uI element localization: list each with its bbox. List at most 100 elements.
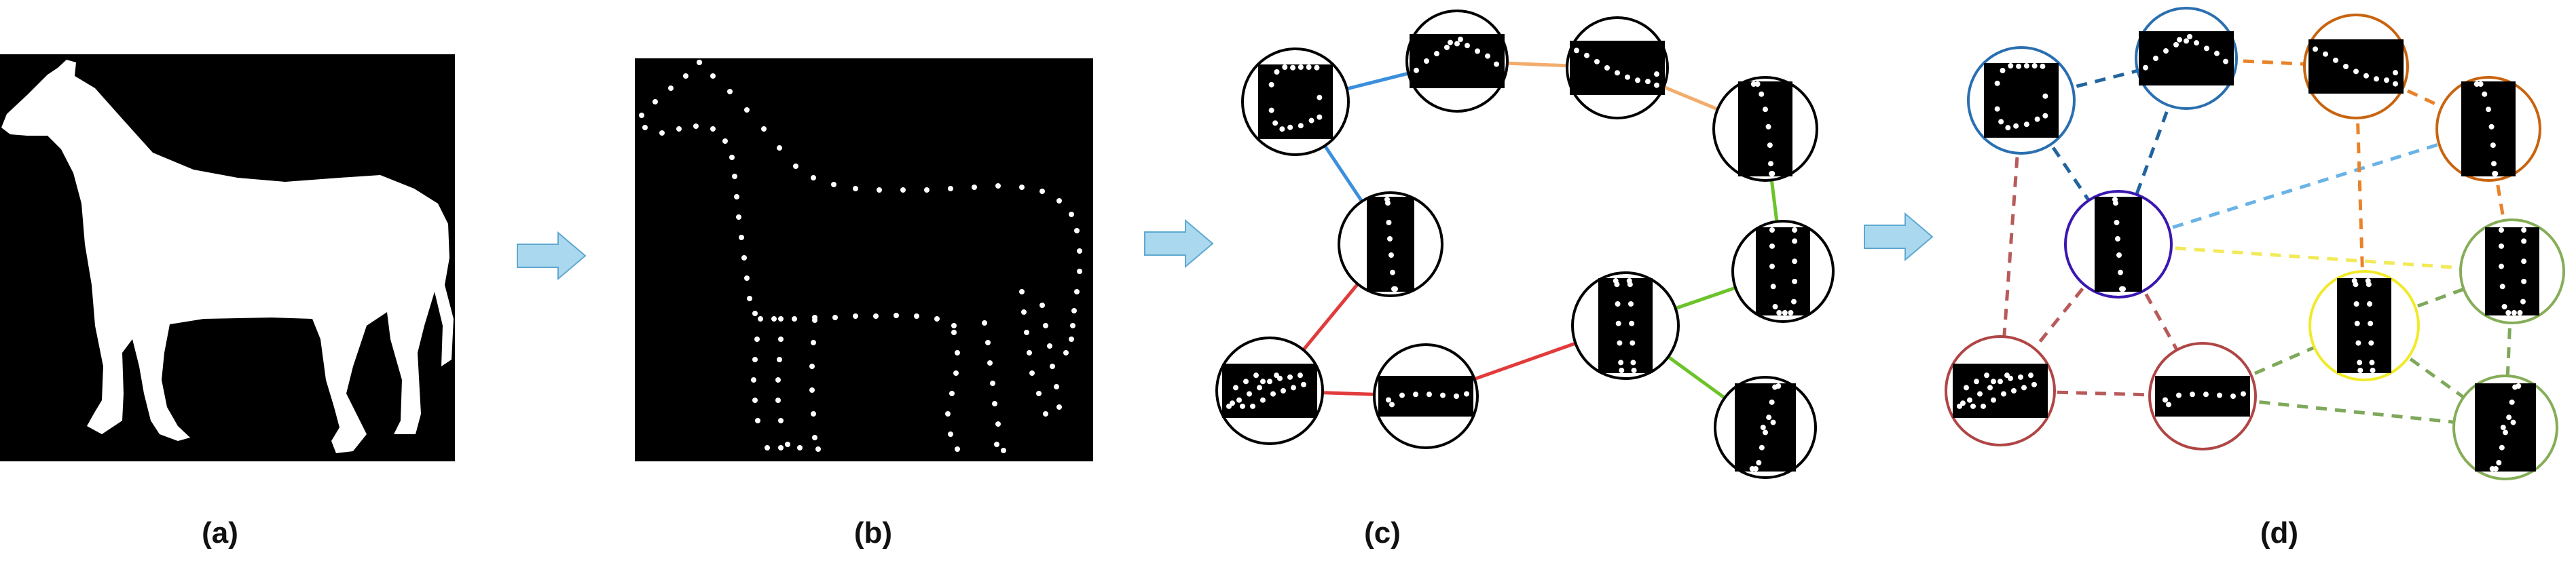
graph-node	[1945, 335, 2056, 446]
patch-point	[2499, 243, 2504, 249]
contour-point	[953, 370, 959, 376]
patch-point	[2520, 299, 2526, 305]
patch-point	[1991, 397, 1996, 403]
patch-point	[2473, 81, 2480, 87]
graph-edge-dashed	[2116, 58, 2188, 245]
contour-point	[775, 377, 781, 383]
contour-point	[1043, 323, 1048, 328]
patch-point	[1960, 400, 1966, 406]
arrows	[517, 212, 1934, 281]
patch-point	[2370, 368, 2376, 373]
contour-point	[995, 183, 1001, 189]
contour-point	[955, 446, 960, 452]
contour-point	[1056, 198, 1062, 204]
patch-point	[2173, 41, 2179, 47]
patch-point	[1388, 252, 1394, 258]
contour-point	[1071, 308, 1077, 313]
panel-a	[0, 54, 455, 461]
patch-point	[2363, 73, 2369, 79]
patch-point	[2042, 93, 2048, 99]
graph-edge-dashed	[2000, 389, 2203, 398]
patch-point	[1792, 227, 1798, 233]
contour-point	[722, 138, 728, 144]
graph-node	[2135, 7, 2238, 110]
patch-point	[1317, 94, 1323, 100]
patch-point	[1645, 79, 1651, 85]
contour-point	[1077, 269, 1082, 274]
patch-point	[1458, 37, 1463, 42]
patch-point	[1440, 392, 1446, 398]
contour-point	[873, 313, 879, 319]
patch-point	[2153, 56, 2158, 61]
patch-point	[2486, 107, 2491, 113]
graph-node	[1731, 220, 1835, 323]
patch-point	[2013, 123, 2019, 129]
contour-point	[994, 442, 999, 447]
arrow-right-icon	[1144, 218, 1214, 269]
node-patch	[2461, 81, 2516, 176]
patch-point	[1399, 392, 1405, 398]
patch-point	[2016, 63, 2022, 69]
patch-point	[1767, 142, 1773, 148]
patch-point	[1791, 299, 1797, 305]
contour-point	[992, 401, 997, 406]
patch-point	[1984, 372, 1989, 379]
contour-point	[1069, 212, 1074, 217]
contour-point	[1056, 404, 1062, 410]
contour-point	[771, 316, 777, 322]
patch-point	[1390, 269, 1395, 275]
patch-point	[2120, 286, 2126, 292]
patch-point	[1981, 403, 1986, 409]
patch-point	[1494, 61, 1499, 67]
patch-point	[1792, 278, 1798, 284]
patch-point	[1760, 425, 1766, 430]
patch-point	[1994, 80, 2000, 86]
patch-point	[2018, 374, 2023, 380]
patch-point	[2355, 340, 2361, 346]
patch-point	[2204, 45, 2209, 52]
patch-point	[1998, 379, 2003, 385]
contour-point	[809, 387, 815, 393]
patch-point	[2028, 372, 2034, 379]
patch-point	[2366, 282, 2372, 288]
patch-point	[2177, 37, 2182, 43]
patch-point	[2333, 57, 2338, 63]
contour-point	[1021, 309, 1027, 315]
patch-point	[1619, 368, 1625, 373]
contour-point	[934, 316, 940, 322]
node-patch	[1258, 64, 1333, 139]
patch-point	[2313, 46, 2318, 52]
patch-point	[1268, 107, 1274, 113]
patch-point	[1389, 402, 1395, 408]
patch-point	[1964, 385, 1969, 391]
node-patch	[1367, 197, 1414, 292]
patch-point	[1756, 460, 1762, 465]
patch-point	[2354, 320, 2360, 326]
patch-point	[1243, 379, 1249, 385]
patch-point	[1454, 41, 1460, 47]
contour-point	[809, 364, 815, 369]
node-patch	[1984, 63, 2059, 138]
patch-point	[2393, 70, 2398, 76]
contour-point	[1001, 448, 1006, 453]
arrow-right-icon	[1864, 212, 1934, 262]
patch-point	[2488, 123, 2495, 130]
patch-point	[1279, 126, 1285, 132]
patch-point	[1584, 52, 1589, 58]
patch-point	[1770, 419, 1776, 425]
patch-point	[1749, 466, 1755, 472]
contour-point	[741, 255, 747, 261]
patch-point	[2503, 429, 2508, 436]
node-patch	[1570, 41, 1665, 95]
node-patch	[2485, 227, 2539, 315]
patch-point	[2114, 220, 2120, 225]
contour-point	[761, 126, 767, 132]
patch-point	[2001, 391, 2006, 397]
patch-point	[1434, 51, 1439, 57]
graph-node	[2308, 270, 2420, 381]
patch-point	[1413, 391, 1418, 398]
patch-point	[1635, 77, 1640, 83]
patch-point	[2214, 50, 2220, 56]
node-patch	[1738, 81, 1792, 176]
contour-point	[1047, 343, 1052, 349]
